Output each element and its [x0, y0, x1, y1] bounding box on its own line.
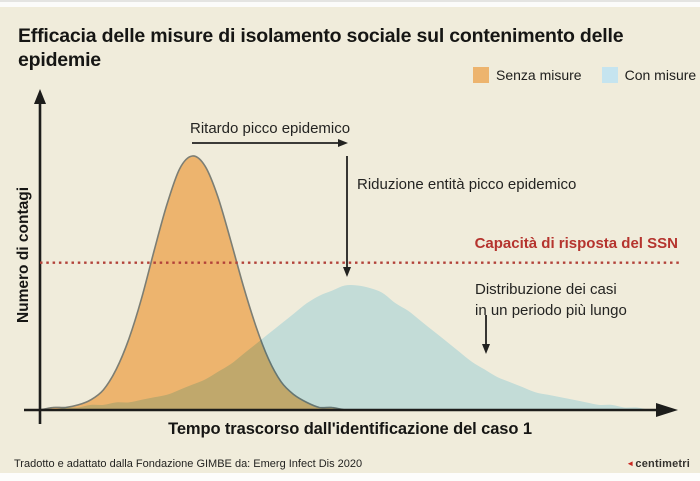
credit-logo: ◄ centimetri	[626, 458, 690, 470]
page-title: Efficacia delle misure di isolamento soc…	[18, 25, 624, 71]
con-misure-swatch-icon	[601, 67, 618, 83]
annotation-distribution-line2: in un periodo più lungo	[475, 302, 627, 319]
top-border	[0, 0, 700, 9]
credit-arrow-icon: ◄	[626, 459, 635, 468]
annotation-capacity-ssn: Capacità di risposta del SSN	[474, 235, 678, 252]
y-axis-label: Numero di contagi	[15, 186, 32, 324]
bottom-border	[0, 473, 700, 481]
legend: Senza misure Con misure	[473, 67, 696, 83]
senza-misure-swatch-icon	[473, 67, 489, 83]
annotation-distribution: Distribuzione dei casi in un periodo più…	[475, 279, 627, 321]
legend-label: Con misure	[624, 67, 697, 83]
x-axis-label: Tempo trascorso dall'identificazione del…	[168, 420, 532, 438]
legend-item-con-misure: Con misure	[601, 67, 697, 83]
legend-label: Senza misure	[496, 67, 582, 83]
credit-name: centimetri	[635, 458, 690, 470]
source-note: Tradotto e adattato dalla Fondazione GIM…	[14, 458, 363, 470]
legend-item-senza-misure: Senza misure	[473, 67, 582, 83]
annotation-distribution-line1: Distribuzione dei casi	[475, 281, 617, 298]
annotation-peak-reduction: Riduzione entità picco epidemico	[357, 176, 577, 193]
annotation-peak-delay: Ritardo picco epidemico	[190, 120, 351, 137]
